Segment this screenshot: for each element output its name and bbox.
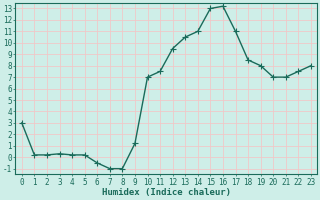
X-axis label: Humidex (Indice chaleur): Humidex (Indice chaleur) — [102, 188, 231, 197]
